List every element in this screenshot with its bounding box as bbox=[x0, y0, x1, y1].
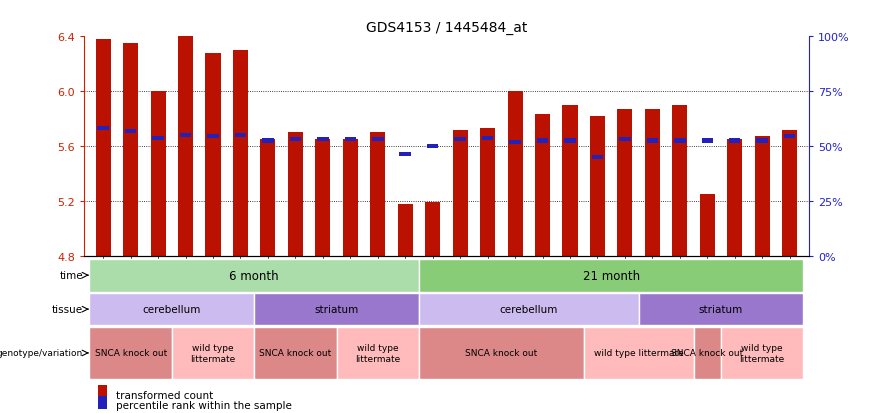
FancyBboxPatch shape bbox=[721, 327, 804, 380]
Text: transformed count: transformed count bbox=[116, 389, 213, 399]
Title: GDS4153 / 1445484_at: GDS4153 / 1445484_at bbox=[366, 21, 527, 35]
FancyBboxPatch shape bbox=[419, 327, 583, 380]
Bar bbox=[207, 135, 219, 139]
Text: wild type littermate: wild type littermate bbox=[594, 349, 683, 358]
Bar bbox=[453, 130, 468, 256]
Text: time: time bbox=[59, 271, 83, 280]
Bar bbox=[454, 138, 466, 142]
Bar bbox=[782, 130, 797, 256]
Bar bbox=[317, 138, 329, 142]
Bar bbox=[123, 44, 138, 256]
Bar bbox=[288, 133, 303, 256]
Bar bbox=[372, 138, 384, 142]
Bar bbox=[425, 203, 440, 256]
FancyBboxPatch shape bbox=[89, 327, 171, 380]
Bar bbox=[644, 110, 659, 256]
Bar bbox=[152, 136, 164, 140]
Bar bbox=[784, 135, 796, 139]
Bar bbox=[400, 153, 411, 157]
Text: wild type
littermate: wild type littermate bbox=[355, 344, 400, 363]
Bar bbox=[345, 138, 356, 142]
FancyBboxPatch shape bbox=[694, 327, 721, 380]
Text: striatum: striatum bbox=[699, 304, 743, 314]
Bar bbox=[646, 139, 658, 143]
Bar bbox=[728, 140, 743, 256]
Bar bbox=[370, 133, 385, 256]
Bar bbox=[316, 140, 331, 256]
Bar bbox=[480, 129, 495, 256]
Bar bbox=[755, 137, 770, 256]
Text: SNCA knock out: SNCA knock out bbox=[465, 349, 537, 358]
Text: genotype/variation: genotype/variation bbox=[0, 349, 83, 358]
Text: striatum: striatum bbox=[315, 304, 359, 314]
Bar bbox=[233, 51, 248, 256]
Bar bbox=[482, 136, 493, 140]
Bar bbox=[509, 140, 521, 145]
Text: SNCA knock out: SNCA knock out bbox=[671, 349, 743, 358]
Bar bbox=[562, 106, 577, 256]
Text: tissue: tissue bbox=[52, 304, 83, 314]
Text: percentile rank within the sample: percentile rank within the sample bbox=[116, 400, 292, 410]
FancyBboxPatch shape bbox=[419, 294, 638, 325]
Bar bbox=[98, 396, 107, 413]
Text: SNCA knock out: SNCA knock out bbox=[259, 349, 332, 358]
FancyBboxPatch shape bbox=[638, 294, 804, 325]
Bar bbox=[125, 130, 136, 134]
FancyBboxPatch shape bbox=[89, 294, 255, 325]
Bar bbox=[179, 134, 191, 138]
Bar bbox=[590, 116, 605, 256]
Bar bbox=[537, 139, 548, 143]
Bar bbox=[700, 195, 715, 256]
FancyBboxPatch shape bbox=[583, 327, 694, 380]
Bar bbox=[674, 139, 686, 143]
Bar bbox=[343, 140, 358, 256]
Bar bbox=[98, 385, 107, 404]
Text: wild type
littermate: wild type littermate bbox=[740, 344, 785, 363]
Bar bbox=[261, 140, 276, 256]
Bar bbox=[729, 139, 741, 143]
Bar bbox=[235, 134, 247, 138]
FancyBboxPatch shape bbox=[171, 327, 255, 380]
FancyBboxPatch shape bbox=[337, 327, 419, 380]
Text: 21 month: 21 month bbox=[583, 269, 640, 282]
Bar bbox=[97, 127, 109, 131]
Text: wild type
littermate: wild type littermate bbox=[190, 344, 236, 363]
FancyBboxPatch shape bbox=[255, 294, 419, 325]
Bar bbox=[290, 138, 301, 142]
Bar bbox=[507, 92, 522, 256]
Bar bbox=[617, 110, 632, 256]
Bar bbox=[427, 145, 438, 149]
Text: SNCA knock out: SNCA knock out bbox=[95, 349, 167, 358]
Text: cerebellum: cerebellum bbox=[142, 304, 201, 314]
Text: 6 month: 6 month bbox=[230, 269, 279, 282]
Bar bbox=[95, 40, 110, 256]
Bar bbox=[564, 139, 575, 143]
Bar bbox=[178, 37, 193, 256]
FancyBboxPatch shape bbox=[255, 327, 337, 380]
Bar bbox=[535, 115, 550, 256]
Bar bbox=[672, 106, 688, 256]
Bar bbox=[702, 139, 713, 143]
Bar bbox=[757, 139, 768, 143]
Bar bbox=[398, 204, 413, 256]
FancyBboxPatch shape bbox=[89, 259, 419, 292]
Bar bbox=[205, 54, 221, 256]
Bar bbox=[619, 138, 630, 142]
FancyBboxPatch shape bbox=[419, 259, 804, 292]
Bar bbox=[150, 92, 165, 256]
Text: cerebellum: cerebellum bbox=[499, 304, 558, 314]
Bar bbox=[263, 139, 274, 143]
Bar bbox=[591, 156, 603, 159]
